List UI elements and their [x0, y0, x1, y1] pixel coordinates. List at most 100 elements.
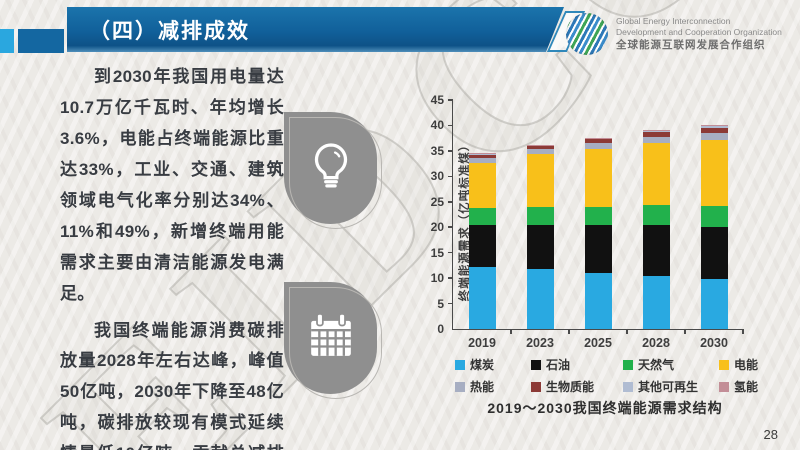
bar-segment-煤炭-2030 — [700, 279, 728, 329]
bar-segment-天然气-2023 — [526, 206, 554, 225]
bar-segment-电能-2028 — [642, 142, 670, 205]
bar-segment-生物质能-2023 — [526, 145, 554, 150]
legend-swatch — [623, 359, 633, 370]
legend-label: 天然气 — [638, 358, 675, 372]
y-tick-label: 0 — [437, 322, 444, 336]
y-tick-mark — [448, 201, 453, 203]
header-accent-square-dark — [18, 29, 64, 53]
lightbulb-icon — [303, 138, 359, 199]
bar-segment-石油-2019 — [468, 224, 496, 267]
logo-text-en-line2: Development and Cooperation Organization — [616, 26, 782, 37]
bar-segment-电能-2030 — [700, 139, 728, 207]
y-tick-mark — [448, 175, 453, 178]
y-tick-mark — [448, 277, 453, 279]
bar-segment-其他可再生-2023 — [526, 145, 554, 146]
bar-segment-氢能-2030 — [700, 125, 728, 127]
y-tick-label: 5 — [437, 296, 444, 311]
legend-swatch — [455, 359, 465, 370]
y-tick-label: 20 — [430, 220, 444, 235]
bar-segment-煤炭-2028 — [642, 275, 670, 329]
legend-label: 热能 — [470, 380, 495, 394]
bar-segment-石油-2023 — [526, 224, 554, 270]
body-text-column: 到2030年我国用电量达10.7万亿千瓦时、年均增长3.6%，电能占终端能源比重… — [60, 62, 284, 450]
bar-segment-石油-2030 — [700, 227, 728, 280]
logo-text-cn: 全球能源互联网发展合作组织 — [616, 38, 766, 51]
x-tick-mark — [684, 329, 686, 334]
bar-segment-煤炭-2023 — [526, 269, 554, 329]
bar-segment-其他可再生-2030 — [700, 126, 728, 128]
legend-swatch — [531, 359, 541, 370]
paragraph-carbon-peak: 我国终端能源消费碳排放量2028年左右达峰，峰值50亿吨，2030年下降至48亿… — [60, 320, 284, 450]
legend-item-其他可再生: 其他可再生 — [623, 378, 719, 395]
bar-segment-热能-2028 — [642, 136, 670, 143]
y-tick-label: 25 — [430, 194, 444, 209]
bar-segment-其他可再生-2019 — [468, 153, 496, 155]
header-accent-square-light — [0, 29, 14, 53]
bar-segment-氢能-2025 — [584, 137, 612, 139]
x-tick-mark — [510, 329, 512, 334]
legend-item-电能: 电能 — [719, 356, 775, 373]
legend-label: 石油 — [546, 358, 571, 372]
x-tick-label: 2030 — [700, 336, 728, 350]
idea-badge — [284, 112, 382, 229]
bar-segment-生物质能-2019 — [468, 154, 496, 159]
x-tick-label: 2023 — [526, 336, 554, 350]
bar-segment-电能-2023 — [526, 154, 554, 207]
bar-segment-热能-2023 — [526, 149, 554, 155]
bar-segment-生物质能-2030 — [700, 128, 728, 134]
energy-demand-chart: 终端能源需求（亿吨标准煤） 0 5 10 15 20 25 30 35 40 45 2019 2023… — [425, 93, 785, 424]
bar-segment-热能-2030 — [700, 133, 728, 140]
legend-swatch — [455, 381, 465, 392]
y-tick-label: 10 — [430, 271, 444, 286]
chart-legend: 煤炭 石油 天然气 电能热能 生物质能 其他可再生 氢能 — [455, 356, 775, 395]
chart-caption: 2019～2030我国终端能源需求结构 — [487, 400, 723, 416]
legend-label: 生物质能 — [546, 380, 595, 394]
bar-segment-煤炭-2019 — [468, 266, 496, 329]
legend-label: 氢能 — [734, 380, 759, 394]
y-tick-mark — [448, 150, 453, 152]
bar-segment-热能-2025 — [584, 143, 612, 149]
page-title: （四）减排成效 — [89, 19, 250, 43]
chart-plot: 终端能源需求（亿吨标准煤） 0 5 10 15 20 25 30 35 40 45 2019 2023… — [431, 93, 744, 350]
calendar-badge — [284, 282, 382, 399]
legend-label: 其他可再生 — [638, 380, 699, 394]
x-tick-label: 2019 — [468, 336, 496, 350]
header-banner: （四）减排成效 — [67, 7, 564, 52]
bar-segment-煤炭-2025 — [584, 272, 612, 329]
bar-segment-天然气-2028 — [642, 204, 670, 226]
x-tick-label: 2025 — [584, 336, 612, 350]
legend-item-天然气: 天然气 — [623, 356, 719, 373]
y-tick-mark — [448, 124, 453, 127]
globe-icon — [566, 13, 608, 55]
organization-logo: Global Energy Interconnection Developmen… — [566, 13, 782, 55]
legend-item-氢能: 氢能 — [719, 378, 775, 395]
legend-item-石油: 石油 — [531, 356, 623, 373]
y-tick-mark — [448, 251, 453, 254]
legend-label: 煤炭 — [470, 358, 495, 372]
bar-segment-石油-2028 — [642, 225, 670, 276]
legend-swatch — [719, 381, 729, 392]
paragraph-electricity-2030: 到2030年我国用电量达10.7万亿千瓦时、年均增长3.6%，电能占终端能源比重… — [60, 67, 284, 303]
legend-swatch — [531, 381, 541, 392]
y-tick-mark — [448, 99, 453, 101]
bar-segment-电能-2025 — [584, 148, 612, 207]
bar-segment-天然气-2019 — [468, 208, 496, 225]
legend-label: 电能 — [734, 358, 759, 372]
y-tick-label: 15 — [430, 245, 444, 260]
x-tick-mark — [568, 329, 570, 334]
bar-segment-电能-2019 — [468, 163, 496, 209]
y-tick-label: 35 — [430, 143, 444, 158]
bar-segment-天然气-2025 — [584, 206, 612, 226]
bar-segment-生物质能-2028 — [642, 132, 670, 137]
bar-segment-天然气-2030 — [700, 206, 728, 228]
legend-swatch — [623, 381, 633, 392]
y-tick-label: 40 — [430, 118, 444, 133]
bar-segment-氢能-2023 — [526, 144, 554, 146]
y-tick-mark — [448, 226, 453, 228]
calendar-icon — [303, 308, 359, 369]
legend-item-煤炭: 煤炭 — [455, 356, 531, 373]
bar-segment-热能-2019 — [468, 158, 496, 164]
x-tick-label: 2028 — [642, 336, 670, 350]
bar-segment-生物质能-2025 — [584, 139, 612, 144]
